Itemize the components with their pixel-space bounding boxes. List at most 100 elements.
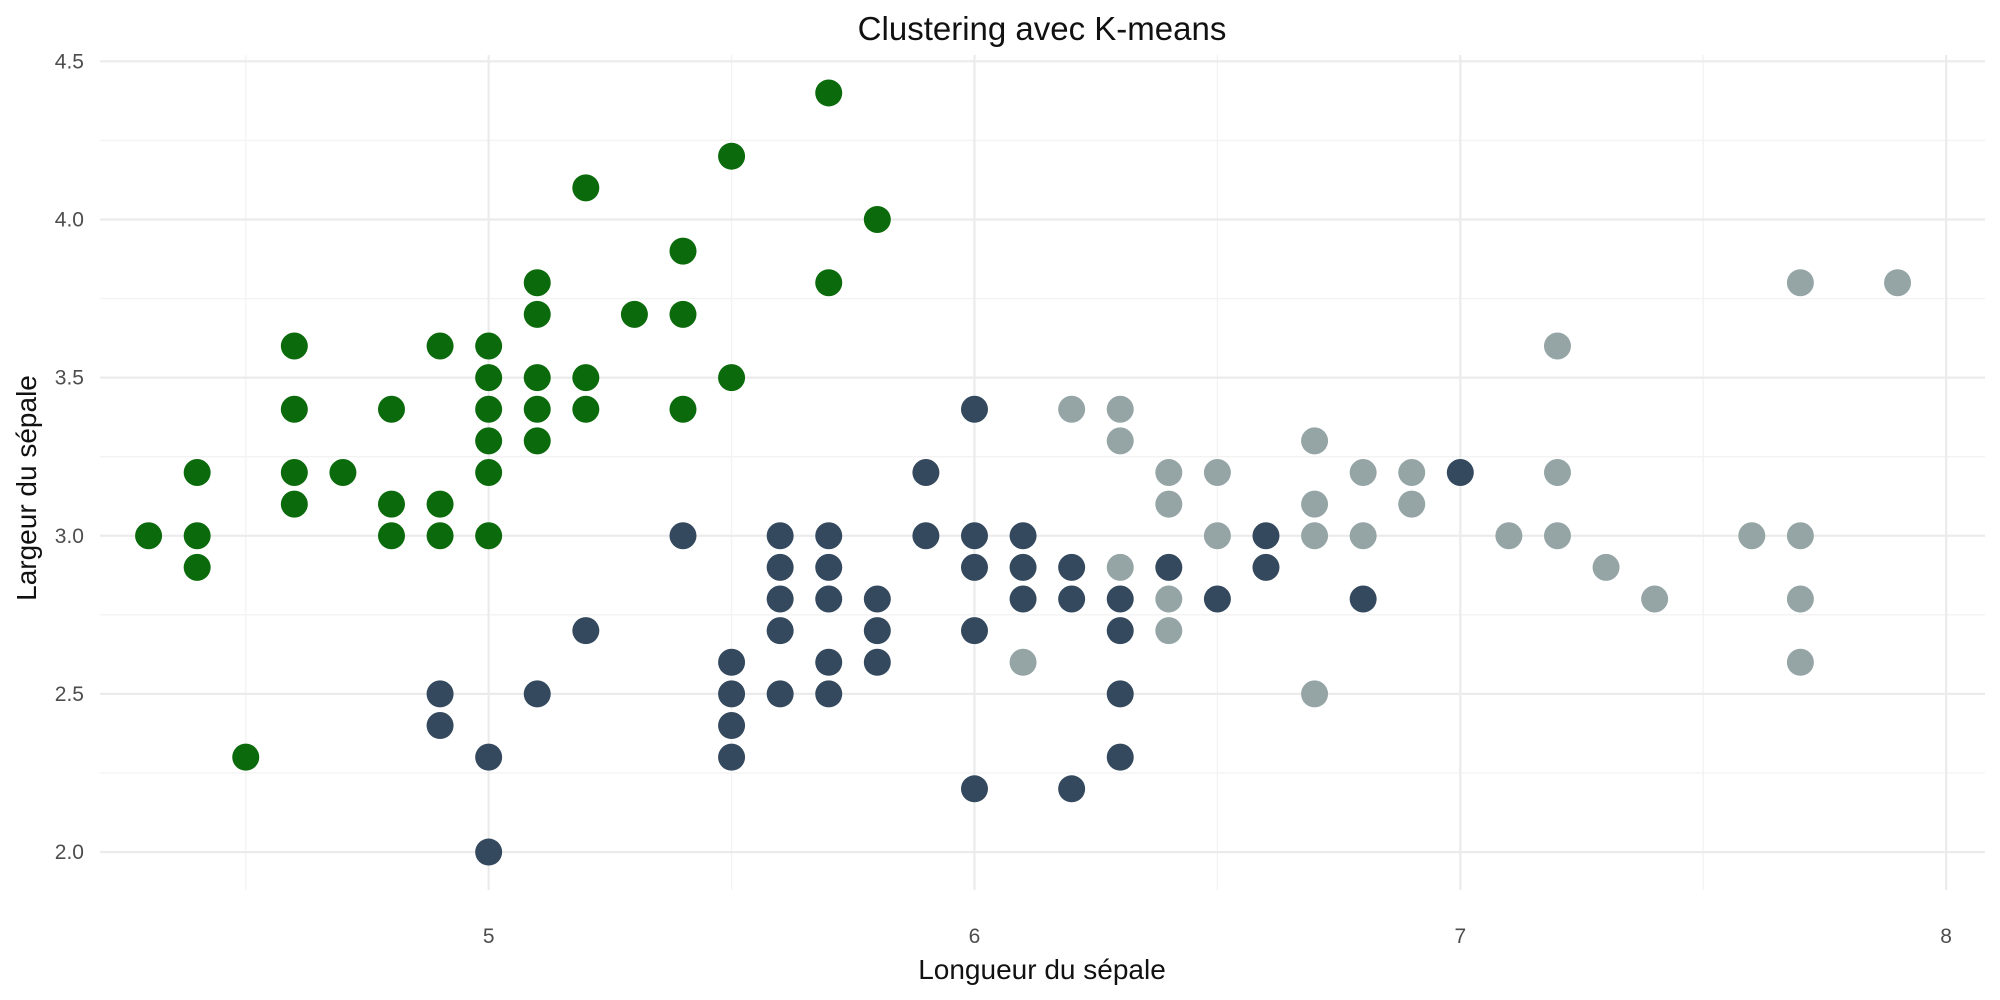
- data-point-cluster-1: [475, 459, 503, 486]
- data-point-cluster-2: [960, 617, 988, 645]
- data-point-cluster-3: [1543, 522, 1571, 550]
- data-point-cluster-2: [1009, 553, 1037, 581]
- data-point-cluster-1: [475, 332, 503, 360]
- data-point-cluster-1: [572, 364, 600, 392]
- data-point-cluster-3: [1495, 522, 1523, 550]
- data-point-cluster-1: [280, 459, 308, 486]
- data-point-cluster-3: [1301, 427, 1329, 455]
- data-point-cluster-3: [1106, 395, 1134, 423]
- data-point-cluster-1: [669, 395, 697, 423]
- x-tick-label: 8: [1940, 925, 1952, 948]
- data-point-cluster-2: [766, 553, 794, 581]
- data-point-cluster-1: [669, 237, 697, 265]
- data-point-cluster-1: [523, 395, 551, 423]
- data-point-cluster-3: [1203, 522, 1231, 550]
- data-point-cluster-2: [426, 680, 454, 708]
- data-point-cluster-3: [1155, 585, 1183, 613]
- data-point-cluster-2: [815, 553, 843, 581]
- x-axis-tick-labels: 5 6 7 8: [483, 925, 1952, 948]
- data-point-cluster-2: [766, 617, 794, 645]
- data-point-cluster-1: [475, 364, 503, 392]
- data-point-cluster-1: [863, 205, 891, 233]
- y-axis-tick-labels: 2.0 2.5 3.0 3.5 4.0 4.5: [55, 50, 84, 864]
- data-point-cluster-2: [475, 743, 503, 771]
- data-point-cluster-2: [1009, 585, 1037, 613]
- data-point-cluster-2: [1155, 553, 1183, 581]
- data-point-cluster-2: [1203, 585, 1231, 613]
- data-point-cluster-3: [1543, 332, 1571, 360]
- data-point-cluster-3: [1301, 522, 1329, 550]
- data-point-cluster-2: [1009, 522, 1037, 550]
- data-point-cluster-1: [523, 364, 551, 392]
- data-point-cluster-1: [475, 522, 503, 550]
- data-point-cluster-1: [572, 174, 600, 202]
- data-point-cluster-3: [1106, 553, 1134, 581]
- data-point-cluster-1: [377, 395, 405, 423]
- minor-gridlines: [100, 55, 1985, 890]
- y-tick-label: 4.5: [55, 50, 84, 73]
- data-point-cluster-1: [280, 332, 308, 360]
- data-point-cluster-3: [1058, 395, 1086, 423]
- data-point-cluster-2: [523, 680, 551, 708]
- data-point-cluster-2: [475, 838, 503, 866]
- data-point-cluster-2: [1106, 743, 1134, 771]
- data-point-cluster-1: [232, 743, 260, 771]
- data-point-cluster-1: [183, 553, 211, 581]
- data-point-cluster-3: [1106, 427, 1134, 455]
- data-point-cluster-2: [912, 459, 940, 486]
- y-tick-label: 2.5: [55, 683, 84, 706]
- data-point-cluster-2: [960, 522, 988, 550]
- data-point-cluster-1: [572, 395, 600, 423]
- data-point-cluster-1: [718, 364, 746, 392]
- data-point-cluster-2: [1349, 585, 1377, 613]
- data-point-cluster-3: [1349, 459, 1377, 486]
- chart-title: Clustering avec K-means: [858, 10, 1227, 47]
- data-point-cluster-1: [523, 427, 551, 455]
- y-tick-label: 4.0: [55, 208, 84, 231]
- data-point-cluster-1: [377, 490, 405, 518]
- data-point-cluster-2: [718, 680, 746, 708]
- data-point-cluster-3: [1398, 459, 1426, 486]
- data-point-cluster-1: [620, 300, 648, 328]
- data-point-cluster-2: [912, 522, 940, 550]
- data-point-cluster-3: [1301, 490, 1329, 518]
- x-tick-label: 7: [1454, 925, 1466, 948]
- data-point-cluster-2: [572, 617, 600, 645]
- y-tick-label: 3.0: [55, 525, 84, 548]
- data-point-cluster-1: [280, 395, 308, 423]
- data-point-cluster-3: [1592, 553, 1620, 581]
- data-point-cluster-3: [1786, 585, 1814, 613]
- data-point-cluster-3: [1641, 585, 1669, 613]
- data-point-cluster-2: [815, 522, 843, 550]
- data-point-cluster-2: [1058, 775, 1086, 803]
- data-point-cluster-2: [766, 585, 794, 613]
- data-point-cluster-1: [523, 300, 551, 328]
- data-point-cluster-3: [1884, 269, 1912, 297]
- data-point-cluster-2: [863, 585, 891, 613]
- x-tick-label: 6: [969, 925, 981, 948]
- y-tick-label: 2.0: [55, 841, 84, 864]
- data-point-cluster-3: [1543, 459, 1571, 486]
- data-point-cluster-2: [1106, 680, 1134, 708]
- y-axis-label: Largeur du sépale: [11, 375, 42, 601]
- data-point-cluster-2: [1252, 522, 1280, 550]
- data-point-cluster-2: [1058, 553, 1086, 581]
- data-point-cluster-3: [1155, 490, 1183, 518]
- data-point-cluster-1: [135, 522, 163, 550]
- data-point-cluster-1: [815, 79, 843, 107]
- data-point-cluster-3: [1301, 680, 1329, 708]
- data-point-cluster-3: [1786, 522, 1814, 550]
- data-point-cluster-2: [1446, 459, 1474, 486]
- data-point-cluster-3: [1009, 648, 1037, 676]
- data-point-cluster-1: [426, 522, 454, 550]
- data-point-cluster-2: [718, 743, 746, 771]
- data-point-cluster-1: [475, 395, 503, 423]
- data-point-cluster-3: [1155, 617, 1183, 645]
- data-point-cluster-2: [1058, 585, 1086, 613]
- data-point-cluster-1: [815, 269, 843, 297]
- data-point-cluster-2: [1106, 585, 1134, 613]
- data-points: [135, 79, 1912, 866]
- data-point-cluster-2: [863, 617, 891, 645]
- data-point-cluster-3: [1786, 269, 1814, 297]
- data-point-cluster-1: [426, 332, 454, 360]
